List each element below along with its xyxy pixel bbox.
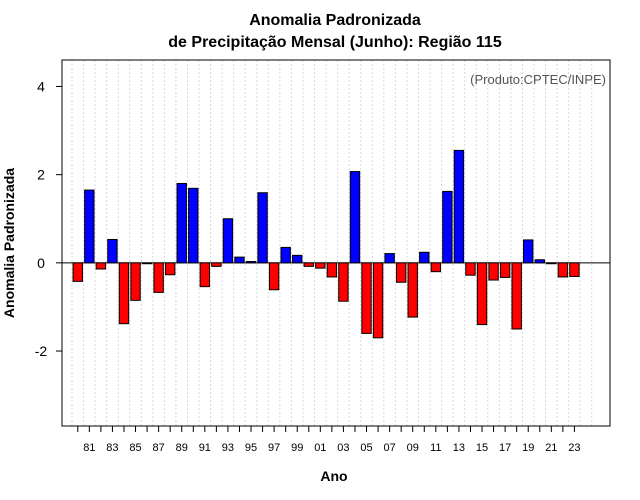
x-tick-label: 11	[430, 442, 441, 454]
bar-02	[326, 262, 338, 278]
x-tick-label: 95	[245, 442, 257, 454]
x-tick-label: 13	[453, 442, 465, 454]
bar-81	[84, 189, 95, 264]
bar-13	[453, 149, 465, 264]
bar-85	[130, 262, 141, 301]
bar-88	[164, 262, 176, 276]
bar-99	[292, 254, 303, 264]
y-axis-label: Anomalia Padronizada	[1, 168, 17, 318]
bar-07	[384, 253, 395, 264]
bar-94	[234, 256, 245, 264]
x-tick-label: 87	[153, 442, 165, 454]
bar-01	[315, 262, 326, 269]
bar-16	[488, 262, 499, 281]
bar-83	[107, 238, 118, 264]
bar-18	[511, 262, 522, 330]
x-tick-label: 05	[360, 442, 372, 454]
x-tick-label: 21	[545, 442, 557, 454]
bar-92	[211, 262, 222, 267]
bar-04	[349, 171, 361, 264]
x-tick-label: 15	[476, 442, 488, 454]
bar-87	[153, 262, 164, 293]
x-tick-label: 89	[176, 442, 188, 454]
x-tick-label: 83	[106, 442, 118, 454]
x-tick-label: 09	[407, 442, 419, 454]
bar-82	[95, 262, 107, 270]
bar-86	[141, 262, 153, 265]
bar-19	[523, 239, 534, 264]
x-tick-label: 97	[268, 442, 280, 454]
bar-12	[442, 190, 453, 264]
x-tick-label: 85	[129, 442, 141, 454]
x-tick-label: 17	[499, 442, 511, 454]
bar-03	[338, 262, 349, 302]
y-tick-label: 4	[37, 78, 45, 94]
x-tick-label: 93	[222, 442, 234, 454]
bar-80	[72, 262, 83, 282]
x-tick-label: 91	[199, 442, 211, 454]
plot-frame	[61, 59, 611, 427]
bar-98	[280, 246, 291, 264]
bar-05	[361, 262, 372, 334]
bar-20	[534, 259, 545, 264]
bar-22	[557, 262, 569, 278]
x-tick-label: 23	[568, 442, 580, 454]
bar-15	[476, 262, 488, 326]
bar-84	[118, 262, 130, 325]
bar-97	[268, 262, 280, 291]
y-tick-label: 0	[37, 255, 45, 271]
y-tick-label: 2	[37, 167, 45, 183]
bar-00	[303, 262, 314, 267]
bar-21	[546, 262, 557, 265]
bar-89	[176, 182, 187, 264]
x-axis-label: Ano	[320, 468, 347, 484]
x-tick-label: 07	[384, 442, 396, 454]
bar-90	[188, 187, 199, 264]
y-axis-ticks: -2 0 2 4	[35, 78, 62, 359]
chart-title-line2: de Precipitação Mensal (Junho): Região 1…	[168, 34, 502, 51]
bar-91	[199, 262, 211, 288]
bar-11	[430, 262, 442, 273]
bars-group	[72, 149, 580, 339]
chart-title-line1: Anomalia Padronizada	[249, 12, 421, 29]
x-axis-ticks: 81 83 85 87 89 91 93 95 97 99 01 03 05 07 09 11 13 15 17 19…	[77, 426, 581, 454]
bar-17	[499, 262, 511, 278]
y-tick-label: -2	[35, 343, 48, 359]
bar-95	[245, 261, 257, 264]
x-tick-label: 99	[291, 442, 303, 454]
x-tick-label: 03	[337, 442, 349, 454]
x-tick-label: 01	[314, 442, 326, 454]
bar-23	[569, 262, 580, 278]
bar-06	[372, 262, 384, 339]
bar-93	[222, 218, 234, 264]
bar-08	[395, 262, 407, 283]
bar-09	[407, 262, 418, 318]
bar-14	[465, 262, 476, 276]
credit-text: (Produto:CPTEC/INPE)	[470, 72, 606, 87]
bar-10	[419, 251, 430, 264]
x-tick-label: 19	[522, 442, 534, 454]
x-tick-label: 81	[83, 442, 95, 454]
bar-96	[257, 192, 268, 264]
vertical-grid	[71, 60, 593, 426]
